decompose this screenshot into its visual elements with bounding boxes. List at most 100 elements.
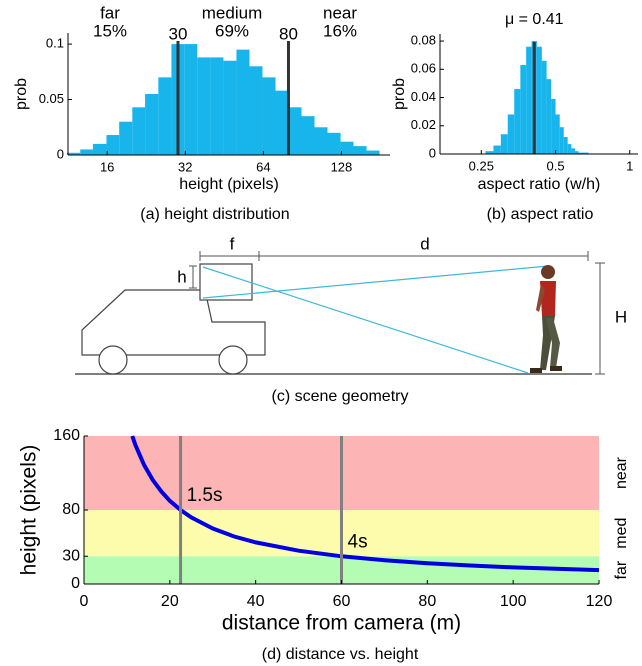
- bar: [520, 65, 527, 154]
- bar: [340, 141, 354, 155]
- caption: (c) scene geometry: [272, 388, 409, 405]
- bar: [158, 77, 172, 155]
- caption: (a) height distribution: [140, 206, 289, 223]
- bar: [551, 98, 556, 154]
- bar: [314, 127, 328, 155]
- label-f: f: [230, 234, 235, 253]
- y-tick-label: 0.05: [39, 91, 64, 106]
- y-tick-label: 80: [62, 501, 80, 518]
- label-d: d: [420, 234, 429, 253]
- bar: [514, 89, 521, 154]
- bar: [546, 79, 552, 154]
- y-tick-label: 0.1: [46, 36, 64, 51]
- bar: [236, 49, 250, 155]
- threshold-label: 30: [169, 24, 188, 43]
- x-tick-label: 20: [161, 593, 179, 610]
- bar: [80, 149, 93, 155]
- ray: [202, 266, 529, 374]
- dimension-f-d: [199, 251, 589, 261]
- bar: [262, 77, 276, 155]
- bar: [288, 107, 302, 155]
- bar: [581, 152, 586, 154]
- caption: (d) distance vs. height: [262, 646, 419, 663]
- bar: [567, 144, 572, 154]
- label-h: h: [177, 267, 186, 286]
- x-tick-label: 64: [256, 159, 270, 174]
- bar: [197, 57, 211, 155]
- y-tick-label: 0.04: [411, 89, 436, 104]
- band-label: near: [613, 456, 630, 489]
- y-tick-label: 0.06: [411, 61, 436, 76]
- x-tick-label: 32: [178, 159, 192, 174]
- bar: [585, 152, 589, 154]
- bar: [301, 116, 315, 155]
- region-share: 16%: [323, 21, 357, 40]
- x-tick-label: 0.5: [546, 158, 564, 173]
- dimension-H: [595, 262, 605, 375]
- y-axis-label: height (pixels): [18, 445, 41, 576]
- line: [130, 435, 600, 573]
- bar: [526, 46, 532, 154]
- region-name: medium: [202, 3, 262, 22]
- car-body: [81, 289, 266, 356]
- y-tick-label: 0: [71, 575, 80, 592]
- region-share: 69%: [215, 21, 249, 40]
- bar: [184, 44, 198, 155]
- bar: [66, 152, 81, 155]
- band-label: med: [613, 518, 630, 549]
- region-name: far: [100, 3, 120, 22]
- bar: [559, 127, 564, 154]
- bar: [223, 60, 237, 155]
- x-tick-label: 0: [80, 593, 89, 610]
- bar: [507, 114, 515, 154]
- bar: [132, 107, 146, 155]
- x-tick-label: 100: [500, 593, 527, 610]
- y-tick-label: 30: [62, 547, 80, 564]
- bar: [541, 60, 547, 154]
- bar: [92, 143, 107, 155]
- bar: [493, 145, 501, 154]
- bar: [119, 121, 133, 155]
- x-tick-label: 40: [247, 593, 265, 610]
- threshold-label: μ = 0.41: [505, 11, 564, 28]
- y-axis-label: prob: [391, 78, 408, 110]
- region-share: 15%: [93, 21, 127, 40]
- x-axis-label: distance from camera (m): [222, 612, 461, 635]
- y-tick-label: 0.08: [411, 32, 436, 47]
- camera: [199, 263, 253, 301]
- bar: [210, 57, 224, 155]
- bar: [563, 137, 568, 154]
- x-tick-label: 128: [331, 159, 353, 174]
- bar: [578, 152, 582, 154]
- x-tick-label: 80: [418, 593, 436, 610]
- ray: [202, 265, 549, 299]
- y-axis-label: prob: [13, 78, 30, 110]
- bar: [571, 148, 576, 154]
- bar: [485, 151, 494, 154]
- x-tick-label: 16: [100, 159, 114, 174]
- band-label: far: [613, 560, 630, 579]
- bar: [555, 114, 560, 154]
- y-tick-label: 0: [57, 146, 64, 161]
- bar: [327, 132, 341, 155]
- pedestrian: [530, 265, 562, 373]
- x-tick-label: 1: [626, 158, 633, 173]
- dimension-h: [189, 265, 197, 289]
- bar: [536, 46, 542, 154]
- x-axis-label: height (pixels): [179, 176, 279, 193]
- threshold-label: 80: [279, 24, 298, 43]
- region-name: near: [323, 3, 357, 22]
- bar: [575, 151, 579, 154]
- bar: [249, 66, 263, 155]
- y-tick-label: 160: [53, 427, 80, 444]
- x-tick-label: 0.25: [469, 158, 494, 173]
- bar: [106, 135, 120, 155]
- y-tick-label: 0: [429, 145, 436, 160]
- x-axis-label: aspect ratio (w/h): [478, 176, 601, 193]
- bar: [353, 146, 367, 155]
- bar: [275, 90, 289, 155]
- label-H: H: [615, 307, 627, 326]
- threshold-label: 1.5s: [187, 485, 223, 506]
- scene-geometry: f d h H (c) scene geometry: [75, 234, 627, 405]
- y-tick-label: 0.02: [411, 117, 436, 132]
